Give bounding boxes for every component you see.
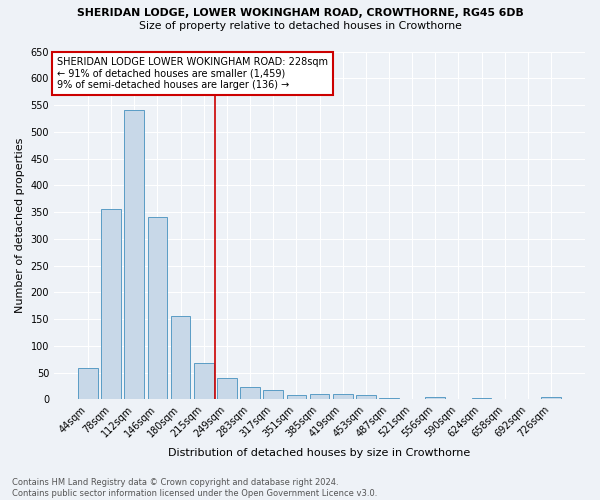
Text: Size of property relative to detached houses in Crowthorne: Size of property relative to detached ho… — [139, 21, 461, 31]
Bar — [310, 394, 329, 400]
Bar — [541, 396, 561, 400]
Bar — [217, 378, 237, 400]
Text: SHERIDAN LODGE, LOWER WOKINGHAM ROAD, CROWTHORNE, RG45 6DB: SHERIDAN LODGE, LOWER WOKINGHAM ROAD, CR… — [77, 8, 523, 18]
Bar — [124, 110, 144, 400]
Bar — [379, 398, 399, 400]
Text: SHERIDAN LODGE LOWER WOKINGHAM ROAD: 228sqm
← 91% of detached houses are smaller: SHERIDAN LODGE LOWER WOKINGHAM ROAD: 228… — [56, 56, 328, 90]
Y-axis label: Number of detached properties: Number of detached properties — [15, 138, 25, 313]
Bar — [171, 316, 190, 400]
Bar — [356, 395, 376, 400]
Bar — [263, 390, 283, 400]
Bar — [148, 218, 167, 400]
Bar — [472, 398, 491, 400]
Bar — [425, 396, 445, 400]
Bar — [194, 363, 214, 400]
Bar — [101, 209, 121, 400]
X-axis label: Distribution of detached houses by size in Crowthorne: Distribution of detached houses by size … — [169, 448, 470, 458]
Text: Contains HM Land Registry data © Crown copyright and database right 2024.
Contai: Contains HM Land Registry data © Crown c… — [12, 478, 377, 498]
Bar — [78, 368, 98, 400]
Bar — [333, 394, 353, 400]
Bar — [240, 387, 260, 400]
Bar — [287, 395, 306, 400]
